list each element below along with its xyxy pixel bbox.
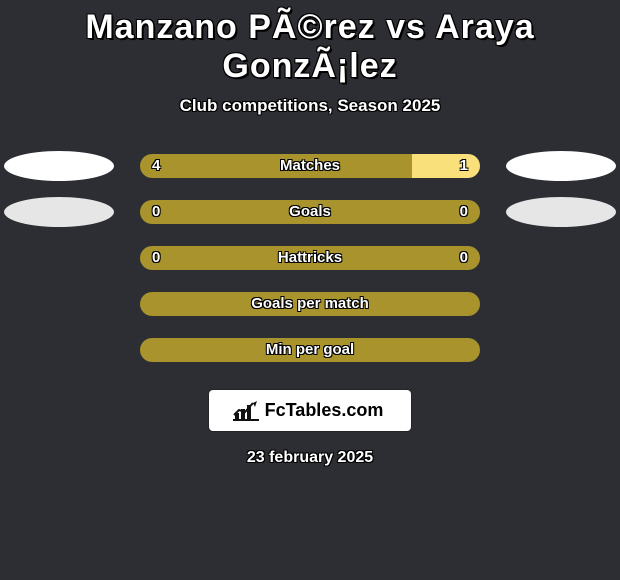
stat-bar-left-segment <box>140 338 480 362</box>
stat-bar: Hattricks00 <box>140 246 480 270</box>
stat-bar-left-segment <box>140 200 480 224</box>
stat-bar-left-segment <box>140 292 480 316</box>
stat-bar: Goals00 <box>140 200 480 224</box>
team-ellipse-right <box>506 151 616 181</box>
team-ellipse-left <box>4 197 114 227</box>
source-logo: FcTables.com <box>209 390 412 431</box>
stat-row: Goals per match <box>0 292 620 316</box>
source-logo-text: FcTables.com <box>265 400 384 421</box>
page-subtitle: Club competitions, Season 2025 <box>0 96 620 116</box>
stat-bar: Goals per match <box>140 292 480 316</box>
team-ellipse-left <box>4 151 114 181</box>
chart-date: 23 february 2025 <box>0 449 620 467</box>
stat-row: Hattricks00 <box>0 246 620 270</box>
page-title: Manzano PÃ©rez vs Araya GonzÃ¡lez <box>0 0 620 86</box>
stat-row: Matches41 <box>0 154 620 178</box>
stat-row: Goals00 <box>0 200 620 224</box>
stat-bar: Matches41 <box>140 154 480 178</box>
stat-bar-right-segment <box>412 154 480 178</box>
comparison-rows: Matches41 Goals00 Hattricks00 Goals per mat… <box>0 154 620 362</box>
stat-bar: Min per goal <box>140 338 480 362</box>
stat-bar-left-segment <box>140 246 480 270</box>
stat-row: Min per goal <box>0 338 620 362</box>
comparison-infographic: Manzano PÃ©rez vs Araya GonzÃ¡lez Club c… <box>0 0 620 580</box>
team-ellipse-right <box>506 197 616 227</box>
stat-bar-left-segment <box>140 154 412 178</box>
barchart-icon <box>233 401 259 421</box>
